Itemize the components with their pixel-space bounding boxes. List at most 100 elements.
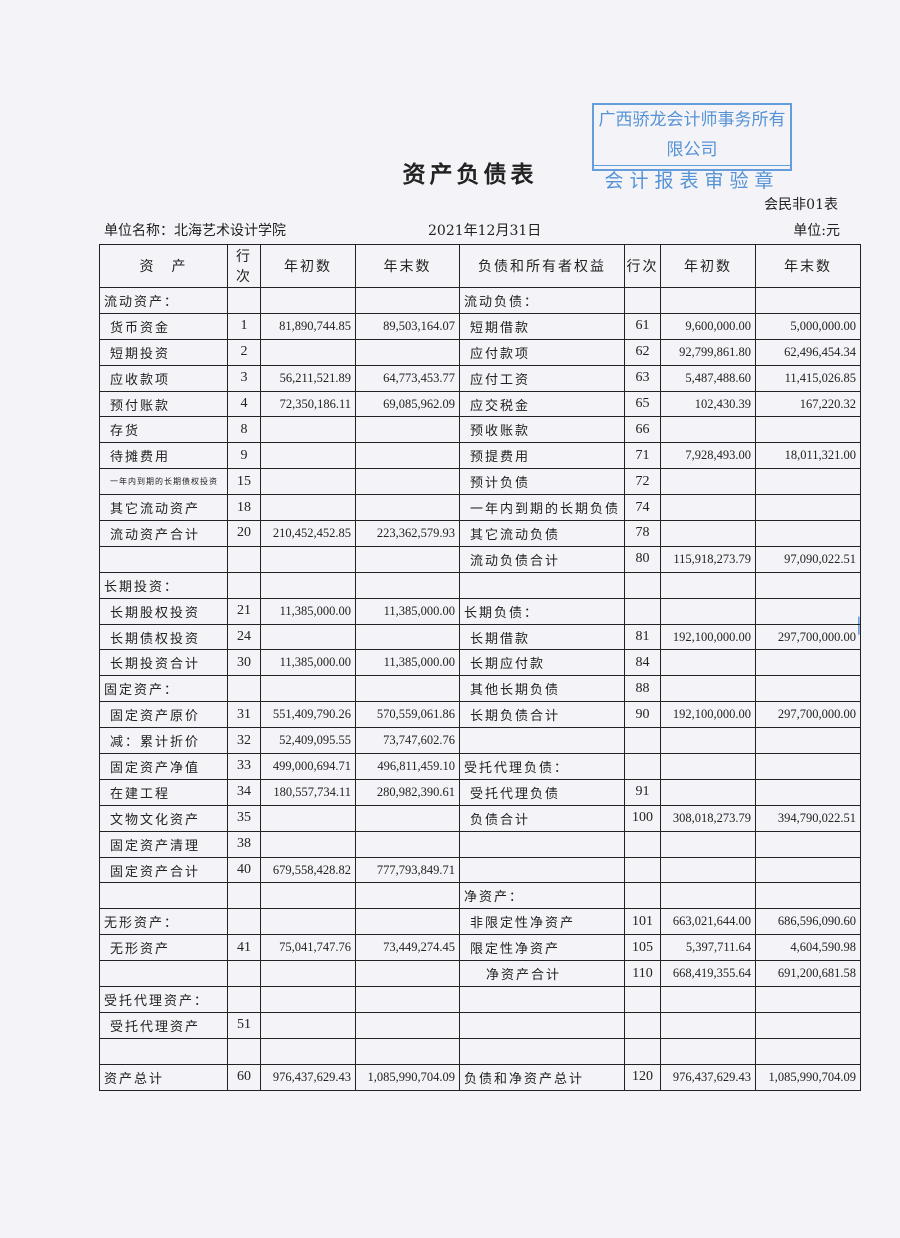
left-item-name (99, 960, 228, 988)
right-beginning-balance (660, 727, 757, 755)
table-row: 无形资产 41 75,041,747.76 73,449,274.45 限定性净资产 10… (99, 934, 862, 962)
right-beginning-balance: 115,918,273.79 (660, 545, 757, 573)
table-row: 流动资产： 流动负债： (99, 287, 862, 314)
left-item-name: 长期股权投资 (99, 597, 228, 625)
right-line-number: 84 (624, 649, 662, 677)
right-beginning-balance: 668,419,355.64 (660, 960, 757, 988)
right-item-name: 长期负债合计 (458, 701, 626, 729)
left-item-name: 流动资产： (99, 287, 228, 314)
right-line-number (624, 830, 662, 858)
left-item-name: 固定资产清理 (99, 830, 228, 858)
col-end: 年末数 (755, 244, 862, 288)
left-item-name: 长期投资： (99, 571, 228, 599)
table-row: 流动资产合计 20 210,452,452.85 223,362,579.93 其它流动… (99, 520, 862, 547)
left-beginning-balance (260, 468, 356, 496)
left-beginning-balance (260, 416, 356, 444)
form-number: 会民非01表 (764, 197, 838, 213)
left-item-name: 无形资产 (99, 934, 228, 962)
right-line-number: 88 (624, 675, 662, 703)
right-line-number (624, 727, 662, 755)
right-ending-balance (755, 830, 862, 858)
left-ending-balance (355, 571, 460, 599)
right-ending-balance: 686,596,090.60 (755, 908, 862, 936)
right-beginning-balance (660, 494, 757, 522)
left-item-name: 货币资金 (99, 312, 228, 340)
left-ending-balance: 89,503,164.07 (355, 312, 460, 340)
right-line-number (624, 571, 662, 599)
right-item-name: 预计负债 (458, 468, 626, 496)
right-ending-balance (755, 778, 862, 806)
left-ending-balance (355, 442, 460, 470)
right-beginning-balance (660, 571, 757, 599)
table-row: 待摊费用 9 预提费用 71 7,928,493.00 18,011,321.00 (99, 442, 862, 470)
left-item-name: 预付账款 (99, 390, 228, 418)
right-item-name (458, 727, 626, 755)
right-ending-balance: 297,700,000.00 (755, 623, 862, 651)
left-line-number: 15 (227, 468, 261, 496)
left-ending-balance (355, 675, 460, 703)
right-line-number: 74 (624, 494, 662, 522)
left-line-number: 41 (227, 934, 261, 962)
right-beginning-balance: 102,430.39 (660, 390, 757, 418)
left-ending-balance (355, 1037, 460, 1065)
table-row: 减：累计折价 32 52,409,095.55 73,747,602.76 (99, 727, 862, 755)
left-ending-balance: 496,811,459.10 (355, 753, 460, 780)
table-row: 文物文化资产 35 负债合计 100 308,018,273.79 394,790,022… (99, 804, 862, 832)
left-ending-balance: 11,385,000.00 (355, 649, 460, 677)
left-ending-balance (355, 468, 460, 496)
right-line-number: 62 (624, 338, 662, 366)
left-line-number (227, 986, 261, 1013)
left-ending-balance (355, 494, 460, 522)
left-beginning-balance (260, 442, 356, 470)
left-item-name: 受托代理资产 (99, 1011, 228, 1039)
currency-unit: 单位:元 (793, 223, 840, 239)
left-ending-balance (355, 416, 460, 444)
left-beginning-balance: 976,437,629.43 (260, 1063, 356, 1091)
left-line-number: 34 (227, 778, 261, 806)
table-row: 长期投资： (99, 571, 862, 599)
right-beginning-balance (660, 882, 757, 910)
right-line-number (624, 1011, 662, 1039)
right-beginning-balance: 92,799,861.80 (660, 338, 757, 366)
right-line-number: 91 (624, 778, 662, 806)
right-beginning-balance: 5,397,711.64 (660, 934, 757, 962)
right-item-name (458, 986, 626, 1013)
right-ending-balance: 62,496,454.34 (755, 338, 862, 366)
right-line-number: 101 (624, 908, 662, 936)
left-line-number (227, 908, 261, 936)
left-ending-balance (355, 804, 460, 832)
left-beginning-balance (260, 571, 356, 599)
report-date: 2021年12月31日 (428, 223, 542, 239)
right-ending-balance (755, 856, 862, 884)
right-item-name (458, 571, 626, 599)
table-row: 固定资产原价 31 551,409,790.26 570,559,061.86 长期负债… (99, 701, 862, 729)
table-row: 无形资产： 非限定性净资产 101 663,021,644.00 686,596,090… (99, 908, 862, 936)
left-ending-balance: 64,773,453.77 (355, 364, 460, 392)
right-beginning-balance (660, 675, 757, 703)
left-item-name: 长期投资合计 (99, 649, 228, 677)
right-beginning-balance: 976,437,629.43 (660, 1063, 757, 1091)
left-beginning-balance: 75,041,747.76 (260, 934, 356, 962)
col-begin: 年初数 (260, 244, 356, 288)
left-beginning-balance (260, 882, 356, 910)
left-beginning-balance (260, 1011, 356, 1039)
table-row: 短期投资 2 应付款项 62 92,799,861.80 62,496,454.34 (99, 338, 862, 366)
left-item-name (99, 545, 228, 573)
right-line-number: 61 (624, 312, 662, 340)
table-row: 固定资产净值 33 499,000,694.71 496,811,459.10 受托代理… (99, 753, 862, 780)
right-beginning-balance: 308,018,273.79 (660, 804, 757, 832)
right-line-number (624, 753, 662, 780)
right-line-number: 80 (624, 545, 662, 573)
left-beginning-balance (260, 623, 356, 651)
left-line-number: 31 (227, 701, 261, 729)
table-row: 其它流动资产 18 一年内到期的长期负债 74 (99, 494, 862, 522)
col-begin: 年初数 (660, 244, 757, 288)
right-line-number: 72 (624, 468, 662, 496)
right-line-number (624, 986, 662, 1013)
right-item-name: 流动负债： (458, 287, 626, 314)
left-beginning-balance: 499,000,694.71 (260, 753, 356, 780)
stamp-line-2: 会计报表审验章 (594, 165, 790, 196)
right-line-number: 105 (624, 934, 662, 962)
left-line-number (227, 960, 261, 988)
left-item-name: 在建工程 (99, 778, 228, 806)
